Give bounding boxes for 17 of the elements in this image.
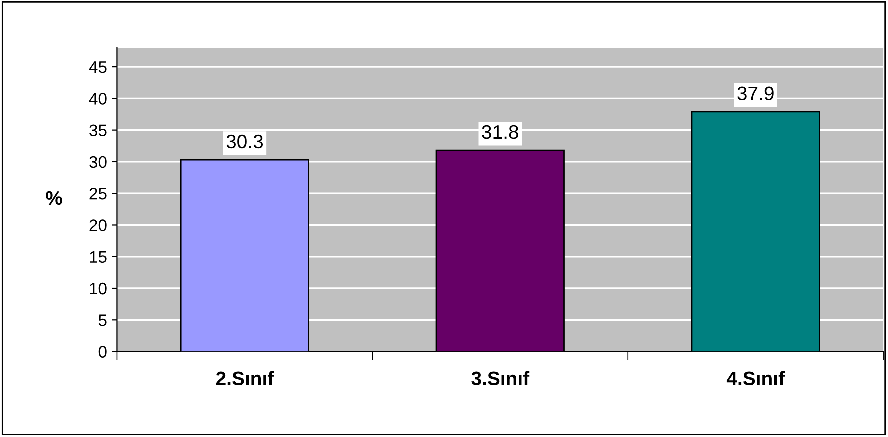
data-label: 30.3 xyxy=(226,134,264,149)
y-axis-title: % xyxy=(46,191,62,206)
x-tick-label: 3.Sınıf xyxy=(472,371,530,386)
y-tick-label: 40 xyxy=(89,93,107,105)
y-tick-label: 35 xyxy=(90,124,107,137)
data-label: 31.8 xyxy=(482,125,518,140)
y-tick-label: 10 xyxy=(90,282,107,295)
x-tick-label: 2.Sınıf xyxy=(216,371,274,386)
data-label: 37.9 xyxy=(738,86,774,101)
y-tick-label: 30 xyxy=(90,156,107,168)
x-tick-label: 4.Sınıf xyxy=(726,371,786,386)
y-tick-label: 20 xyxy=(90,220,107,232)
y-tick-label: 25 xyxy=(90,188,107,200)
y-tick-label: 5 xyxy=(98,314,107,326)
y-tick-label: 45 xyxy=(89,62,107,74)
y-tick-label: 0 xyxy=(98,346,107,358)
y-tick-label: 15 xyxy=(90,251,107,264)
